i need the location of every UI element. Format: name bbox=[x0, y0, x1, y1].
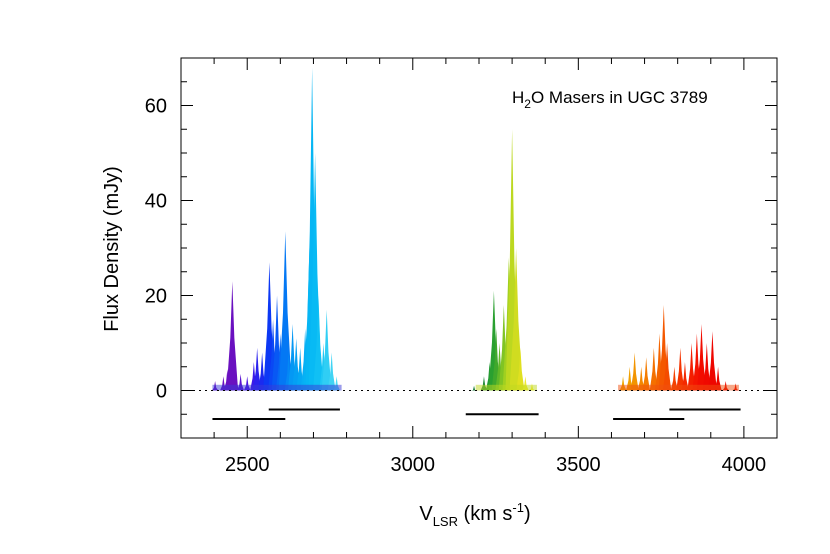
spectral-peak bbox=[670, 366, 678, 391]
spectral-peak bbox=[626, 366, 634, 391]
spectral-peak bbox=[696, 324, 707, 391]
spectral-peak bbox=[231, 362, 239, 391]
x-tick-label: 3000 bbox=[391, 454, 436, 476]
y-tick-label: 0 bbox=[156, 381, 167, 403]
annotation-title: H2O Masers in UGC 3789 bbox=[512, 88, 708, 111]
y-axis-label: Flux Density (mJy) bbox=[101, 166, 123, 332]
spectral-peak bbox=[714, 366, 722, 391]
bandwidth-bars-layer bbox=[212, 408, 741, 420]
spectral-peak bbox=[649, 347, 658, 391]
spectral-peak bbox=[278, 231, 292, 391]
spectral-peak bbox=[687, 343, 696, 391]
spectral-peak bbox=[470, 385, 478, 391]
spectral-peak bbox=[321, 309, 332, 391]
spectral-peak bbox=[516, 347, 525, 391]
ticks-layer bbox=[180, 57, 778, 439]
spectral-peak bbox=[313, 295, 324, 391]
x-axis-label: VLSR (km s-1) bbox=[419, 500, 530, 529]
spectral-peak bbox=[630, 352, 639, 391]
x-tick-label: 2500 bbox=[225, 454, 270, 476]
spectral-peak bbox=[509, 248, 523, 391]
tick-labels-layer: 2500 3000 3500 4000 0 20 40 60 bbox=[145, 96, 766, 477]
y-tick-label: 40 bbox=[145, 191, 167, 213]
y-tick-label: 20 bbox=[145, 286, 167, 308]
spectral-peak bbox=[707, 331, 717, 391]
spectral-peak bbox=[676, 347, 685, 391]
spectral-peak bbox=[681, 362, 689, 391]
y-tick-label: 60 bbox=[145, 96, 167, 118]
baseline-band bbox=[618, 384, 739, 391]
spectral-peak bbox=[642, 357, 651, 391]
spectral-peak bbox=[637, 366, 645, 391]
spectra-layer bbox=[211, 67, 739, 391]
spectral-peak bbox=[662, 343, 672, 391]
spectral-peak bbox=[253, 347, 262, 391]
baseline-band bbox=[212, 384, 342, 391]
baseline-band bbox=[475, 384, 537, 391]
spectral-peak bbox=[702, 343, 712, 391]
x-tick-label: 3500 bbox=[556, 454, 601, 476]
spectral-peak bbox=[327, 352, 336, 391]
x-tick-label: 4000 bbox=[722, 454, 767, 476]
spectral-peak bbox=[226, 281, 239, 391]
